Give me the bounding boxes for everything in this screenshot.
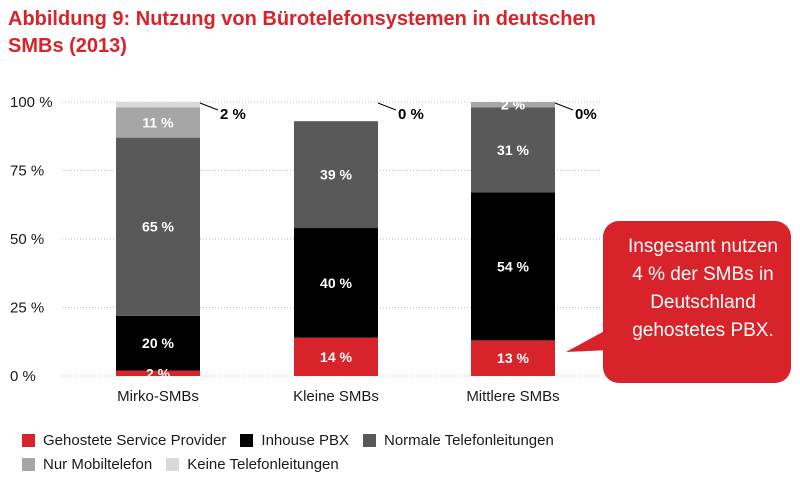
y-tick-label: 75 % — [10, 163, 44, 180]
leader-line — [199, 102, 219, 111]
x-tick-label: Mirko-SMBs — [117, 388, 199, 405]
bar-segment — [116, 370, 200, 376]
bar-segment — [471, 107, 555, 193]
legend-item-gehostet: Gehostete Service Provider — [22, 432, 226, 449]
legend-swatch-gehostet — [22, 433, 35, 447]
data-label: 2 % — [501, 97, 526, 113]
data-label: 39 % — [320, 167, 352, 183]
y-tick-label: 50 % — [10, 231, 44, 248]
chart-title: Abbildung 9: Nutzung von Bürotelefonsyst… — [8, 8, 596, 57]
data-label: 20 % — [142, 335, 174, 351]
y-tick-label: 0 % — [10, 368, 36, 385]
legend-swatch-mobil — [22, 457, 35, 471]
y-tick-label: 100 % — [10, 94, 53, 111]
data-label: 0 % — [398, 106, 424, 123]
data-label: 0% — [575, 106, 597, 123]
leader-line — [377, 102, 397, 111]
data-label: 13 % — [497, 350, 529, 366]
legend-swatch-normal — [362, 433, 376, 447]
callout-tail — [566, 328, 626, 358]
legend-swatch-inhouse — [240, 433, 254, 447]
x-tick-label: Mittlere SMBs — [466, 388, 559, 405]
callout-box: Insgesamt nutzen 4 % der SMBs in Deutsch… — [603, 221, 791, 383]
legend-label-inhouse: Inhouse PBX — [261, 431, 349, 449]
data-label: 2 % — [146, 365, 171, 381]
legend-swatch-keine — [166, 457, 180, 471]
legend: Gehostete Service Provider Inhouse PBX N… — [22, 428, 722, 476]
legend-label-keine: Keine Telefonleitungen — [187, 455, 339, 473]
bar-segment — [294, 121, 378, 229]
legend-label-normal: Normale Telefonleitungen — [383, 431, 554, 449]
bar-segment — [471, 192, 555, 341]
data-label: 2 % — [220, 106, 246, 123]
bar-segment — [294, 228, 378, 338]
data-label: 14 % — [320, 349, 352, 365]
bar-segment — [116, 107, 200, 138]
legend-item-inhouse: Inhouse PBX — [240, 432, 349, 449]
callout-text: Insgesamt nutzen 4 % der SMBs in Deutsch… — [628, 236, 778, 341]
bar-segment — [294, 337, 378, 376]
data-label: 11 % — [142, 115, 174, 131]
x-tick-label: Kleine SMBs — [293, 388, 379, 405]
bar-segment — [116, 102, 200, 108]
bar-segment — [471, 102, 555, 108]
data-label: 31 % — [497, 142, 529, 158]
legend-item-mobil: Nur Mobiltelefon — [22, 456, 152, 473]
data-label: 40 % — [320, 275, 352, 291]
legend-item-keine: Keine Telefonleitungen — [166, 456, 339, 473]
data-label: 54 % — [497, 258, 529, 274]
bar-segment — [116, 137, 200, 316]
bar-segment — [116, 315, 200, 371]
data-label: 65 % — [142, 219, 174, 235]
bar-segment — [471, 340, 555, 376]
y-tick-label: 25 % — [10, 300, 44, 317]
legend-item-normal: Normale Telefonleitungen — [362, 431, 554, 449]
legend-label-gehostet: Gehostete Service Provider — [43, 431, 227, 449]
legend-label-mobil: Nur Mobiltelefon — [43, 455, 153, 473]
leader-line — [554, 102, 574, 111]
